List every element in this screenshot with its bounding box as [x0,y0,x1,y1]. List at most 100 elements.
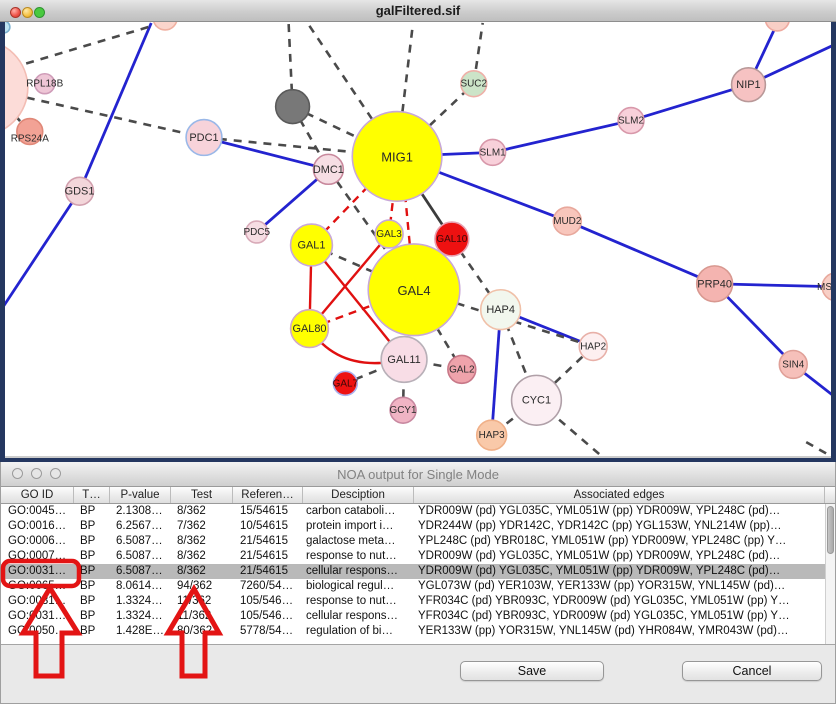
table-row[interactable]: GO:0050… BP 1.428E… 80/362 5778/54… regulatio… [1,624,835,639]
node-RPL18B[interactable] [33,72,56,95]
edge-dash [11,22,166,70]
edge-dash [805,440,831,456]
table-row[interactable]: GO:0007… BP 6.5087… 8/362 21/54615 response t… [1,549,835,564]
node-label-GCY1: GCY1 [390,405,418,416]
main-window-titlebar[interactable]: galFiltered.sif [0,0,836,22]
cell-p: 6.2567… [116,520,163,532]
node-label-HAP3: HAP3 [479,430,505,441]
edge-blue [490,309,503,436]
minimize-button-icon[interactable] [31,468,42,479]
node-HAP2[interactable] [578,331,608,362]
column-header-p[interactable]: P-value [110,487,171,503]
node-top-partial[interactable] [153,22,178,31]
column-header-ref[interactable]: Referen… [233,487,303,503]
column-header-go[interactable]: GO ID [1,487,74,503]
node-GAL4[interactable] [367,243,461,337]
node-SUC2[interactable] [460,69,488,98]
cell-edges: YGL073W (pd) YER103W, YER133W (pp) YOR31… [418,580,786,592]
table-row[interactable]: GO:0016… BP 6.2567… 7/362 10/54615 protein im… [1,519,835,534]
node-MUD2[interactable] [552,206,583,236]
cell-go: GO:0031… [8,610,67,622]
node-MSN[interactable] [821,272,831,301]
cell-go: GO:0031… [8,595,67,607]
zoom-button-icon[interactable] [34,7,45,18]
table-row[interactable]: GO:0006… BP 6.5087… 8/362 21/54615 galactose … [1,534,835,549]
cell-edges: YDR009W (pd) YGL035C, YML051W (pp) YDR00… [418,565,781,577]
node-GAL2[interactable] [447,354,477,385]
cell-desc: cellular respons… [306,565,399,577]
node-HAP4[interactable] [479,288,522,331]
node-CYC1[interactable] [510,374,563,426]
node-GCY1[interactable] [389,396,417,424]
table-row[interactable]: GO:0045… BP 2.1308… 8/362 15/54615 carbon cat… [1,504,835,519]
node-GAL7[interactable] [332,370,359,397]
edge-blue [630,83,749,122]
node-SLM1[interactable] [478,138,507,167]
table-row[interactable]: GO:0031… BP 1.3324… 11/362 105/546… response … [1,594,835,609]
table-row[interactable]: GO:0031… BP 6.5087… 8/362 21/54615 cellular r… [1,564,835,579]
cell-type: BP [80,595,96,607]
edge-dash [472,22,484,84]
cell-edges: YPL248C (pd) YBR018C, YML051W (pp) YDR00… [418,535,787,547]
node-GAL11[interactable] [380,335,428,384]
cell-type: BP [80,610,96,622]
cell-edges: YFR034C (pd) YBR093C, YDR009W (pd) YGL03… [418,610,790,622]
node-NIP1[interactable] [730,66,767,103]
node-PDC1[interactable] [185,118,223,157]
node-SIN4[interactable] [778,349,809,380]
window-title: galFiltered.sif [375,3,461,18]
node-SLM2[interactable] [617,106,645,135]
node-GAL3[interactable] [374,219,404,249]
node-RPS24A[interactable] [16,117,44,146]
node-gray-node[interactable] [274,88,311,125]
cell-test: 8/362 [177,565,206,577]
minimize-button-icon[interactable] [22,7,33,18]
node-GAL10[interactable] [434,221,470,257]
node-GAL80[interactable] [289,308,330,349]
column-header-test[interactable]: Test [171,487,233,503]
cell-go: GO:0050… [8,625,67,637]
node-GDS1[interactable] [64,176,95,206]
node-PRP40[interactable] [695,265,734,303]
node-label-PDC5: PDC5 [243,227,270,238]
node-label-SIN4: SIN4 [782,359,805,370]
column-header-desc[interactable]: Desciption [303,487,414,503]
cell-p: 8.0614… [116,580,163,592]
cell-ref: 10/54615 [240,520,288,532]
cell-edges: YFR034C (pd) YBR093C, YDR009W (pd) YGL03… [418,595,790,607]
table-row[interactable]: GO:0065… BP 8.0614… 94/362 7260/54… biologica… [1,579,835,594]
node-label-DMC1: DMC1 [313,164,344,176]
zoom-button-icon[interactable] [50,468,61,479]
vertical-scrollbar[interactable] [825,504,835,644]
edge-dash [344,358,405,385]
node-topright-partial[interactable] [764,22,790,32]
cell-type: BP [80,625,96,637]
column-header-edges[interactable]: Associated edges [414,487,825,503]
cell-p: 1.428E… [116,625,164,637]
node-MIG1[interactable] [351,110,443,202]
table-row[interactable]: GO:0031… BP 1.3324… 11/362 105/546… cellular … [1,609,835,624]
edge-blue [78,22,153,192]
save-button[interactable]: Save [460,661,604,681]
node-label-MIG1: MIG1 [381,149,413,164]
edge-blue [203,136,329,171]
noa-window-titlebar[interactable]: NOA output for Single Mode [1,462,835,487]
node-topleft-blue[interactable] [5,22,11,34]
node-big-left[interactable] [5,40,29,136]
cell-go: GO:0006… [8,535,67,547]
close-button-icon[interactable] [12,468,23,479]
column-header-type[interactable]: T… [74,487,110,503]
network-graph[interactable]: RPL18B RPS24A PDC1 GDS1 PDC5 MIG1 DMC1 SUC2 SLM1… [5,22,831,456]
cell-desc: cellular respons… [306,610,399,622]
cell-type: BP [80,535,96,547]
edge-blue [492,119,632,154]
cell-type: BP [80,550,96,562]
node-GAL1[interactable] [289,223,334,267]
node-PDC5[interactable] [244,220,269,244]
cancel-button[interactable]: Cancel [682,661,822,681]
node-HAP3[interactable] [475,419,508,451]
network-canvas[interactable]: RPL18B RPS24A PDC1 GDS1 PDC5 MIG1 DMC1 SUC2 SLM1… [5,22,831,458]
close-button-icon[interactable] [10,7,21,18]
node-DMC1[interactable] [312,153,345,186]
scrollbar-thumb[interactable] [827,506,834,554]
